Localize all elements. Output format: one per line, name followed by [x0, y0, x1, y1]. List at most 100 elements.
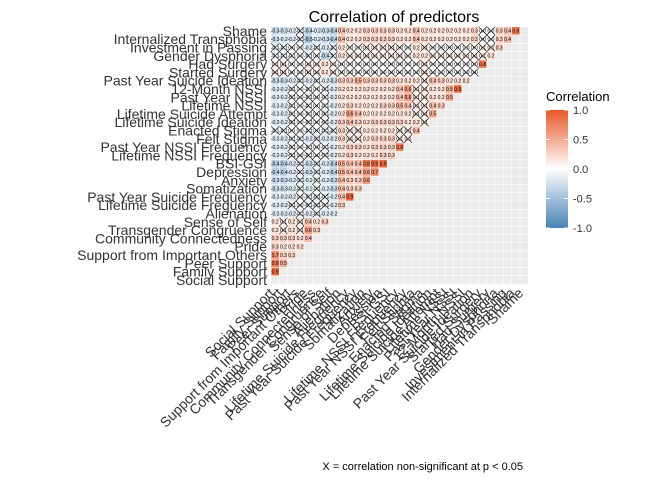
heatmap-cell: [420, 26, 429, 36]
cell-value-label: 0.2: [446, 29, 453, 35]
nonsig-cross: [420, 101, 429, 110]
y-tick-label: Past Year NSSI: [170, 89, 267, 105]
cell-value-label: 0.0: [297, 70, 304, 76]
cell-value-label: 0.4: [504, 37, 511, 43]
cell-value-label: -0.4: [279, 170, 288, 176]
y-tick-label: Investment in Passing: [130, 39, 267, 55]
nonsig-cross: [395, 126, 405, 135]
cell-value-label: 0.0: [313, 120, 320, 126]
heatmap-cell: [378, 84, 388, 94]
cell-value-label: 0.2: [463, 29, 470, 35]
heatmap-cell: [362, 159, 371, 168]
cell-value-label: 0.3: [396, 120, 403, 126]
cell-value-label: -0.2: [287, 161, 296, 167]
heatmap-cell: [345, 35, 355, 44]
cell-value-label: 0.2: [380, 87, 387, 93]
y-tick-label: Enacted Stigma: [168, 122, 267, 138]
heatmap-cell: [395, 76, 404, 85]
cell-value-label: -0.1: [296, 211, 305, 217]
nonsig-cross: [353, 51, 363, 61]
heatmap-cell: [387, 35, 396, 44]
heatmap-cell: [320, 59, 330, 69]
nonsig-cross: [312, 134, 322, 144]
cell-value-label: 0.4: [338, 186, 345, 192]
nonsig-cross: [386, 43, 396, 52]
nonsig-cross: [270, 51, 280, 61]
cell-value-label: 0.1: [330, 70, 337, 76]
heatmap-cell: [304, 184, 313, 193]
nonsig-cross: [295, 167, 305, 177]
cell-value-label: 0.1: [380, 54, 387, 60]
cell-value-label: 0.6: [363, 170, 370, 176]
nonsig-cross: [411, 109, 421, 119]
heatmap-cell: [362, 84, 371, 94]
cell-value-label: 0.1: [446, 54, 453, 60]
cell-value-label: 0.4: [413, 29, 420, 35]
heatmap-cell: [287, 242, 296, 251]
nonsig-cross: [478, 43, 488, 52]
cell-value-label: 0.2: [396, 29, 403, 35]
nonsig-cross: [386, 67, 396, 77]
cell-value-label: 0.3: [371, 29, 378, 35]
heatmap-cell: [320, 159, 330, 168]
cell-value-label: 0.1: [429, 54, 436, 60]
nonsig-cross: [295, 101, 305, 110]
heatmap-cell: [337, 134, 346, 143]
cell-value-label: -0.1: [287, 87, 296, 93]
cell-value-label: -0.2: [271, 95, 280, 101]
heatmap-cell: [270, 93, 280, 102]
heatmap-cell: [304, 76, 313, 85]
cell-value-label: 0.3: [388, 153, 395, 159]
heatmap-cell: [478, 59, 487, 69]
heatmap-cell: [270, 35, 280, 44]
cell-value-label: -0.1: [312, 45, 321, 51]
nonsig-cross: [303, 67, 313, 77]
heatmap-cell: [353, 184, 363, 193]
heatmap-cell: [270, 242, 280, 251]
cell-value-label: 0.1: [388, 45, 395, 51]
y-tick-label: Sense of Self: [184, 214, 267, 230]
cell-value-label: -0.2: [279, 145, 288, 151]
nonsig-cross: [295, 200, 305, 210]
cell-value-label: 0.2: [355, 29, 362, 35]
heatmap-cell: [428, 26, 438, 36]
heatmap-cell: [412, 35, 421, 44]
cell-value-label: -0.2: [321, 78, 330, 84]
cell-value-label: -0.2: [304, 211, 313, 217]
cell-value-label: -0.2: [279, 153, 288, 159]
cell-value-label: -0.1: [287, 145, 296, 151]
heatmap-cell: [270, 26, 280, 36]
cell-value-label: 0.1: [272, 62, 279, 68]
cell-value-label: 0.2: [421, 54, 428, 60]
cell-value-label: 0.0: [313, 128, 320, 134]
cell-value-label: 0.3: [288, 236, 295, 242]
cell-value-label: -0.2: [287, 29, 296, 35]
cell-value-label: 0.2: [454, 29, 461, 35]
heatmap-cell: [337, 142, 346, 152]
heatmap-cell: [378, 93, 388, 102]
cell-value-label: 0.2: [463, 78, 470, 84]
heatmap-cell: [461, 76, 471, 85]
chart-caption: X = correlation non-significant at p < 0…: [322, 461, 523, 473]
nonsig-cross: [436, 67, 446, 77]
cell-value-label: -0.2: [329, 153, 338, 159]
heatmap-cell: [320, 26, 330, 36]
nonsig-cross: [312, 109, 322, 119]
nonsig-cross: [461, 59, 471, 69]
nonsig-cross: [345, 59, 355, 69]
nonsig-cross: [295, 43, 305, 52]
nonsig-cross: [353, 126, 363, 135]
heatmap-cell: [436, 93, 446, 102]
cell-value-label: -0.2: [329, 103, 338, 109]
heatmap-cell: [270, 159, 280, 168]
heatmap-cell: [412, 126, 421, 135]
heatmap-cell: [428, 101, 438, 110]
cell-value-label: -0.2: [321, 211, 330, 217]
cell-value-label: 0.2: [363, 120, 370, 126]
cell-value-label: -0.2: [321, 186, 330, 192]
cell-value-label: 0.1: [272, 70, 279, 76]
cell-value-label: -0.2: [271, 87, 280, 93]
nonsig-cross: [362, 67, 371, 77]
cell-value-label: -0.3: [321, 37, 330, 43]
